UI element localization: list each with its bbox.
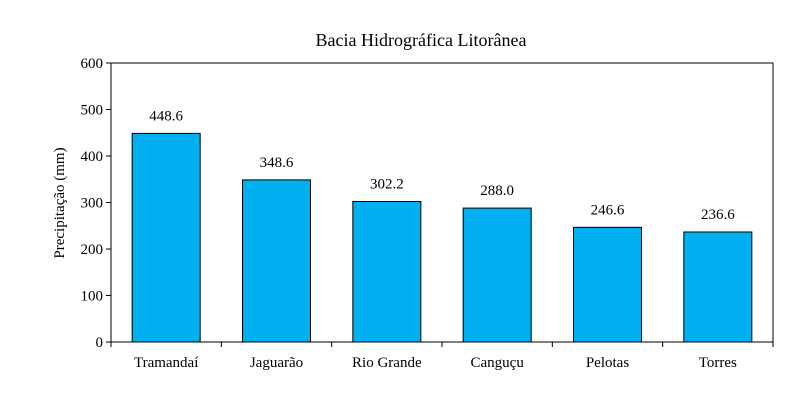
y-tick-label: 600 (81, 56, 104, 72)
x-tick-label: Canguçu (471, 355, 525, 371)
plot-border (110, 62, 774, 343)
bar[interactable] (573, 226, 642, 343)
data-label: 448.6 (149, 108, 183, 124)
y-tick-label: 200 (81, 242, 104, 258)
y-axis-label: Precipitação (mm) (52, 147, 68, 258)
bar[interactable] (242, 179, 311, 343)
data-label: 348.6 (260, 155, 294, 171)
bar[interactable] (462, 207, 532, 343)
x-tick-label: Pelotas (586, 355, 629, 371)
data-label: 288.0 (480, 183, 514, 199)
plot-area: 0 100 200 300 400 500 600 448.6 Tramandaí 348.6 Ja… (81, 56, 774, 371)
bar[interactable] (131, 132, 201, 343)
data-label: 236.6 (701, 207, 735, 223)
data-label: 246.6 (591, 202, 625, 218)
data-label: 302.2 (370, 176, 404, 192)
chart-title: Bacia Hidrográfica Litorânea (316, 30, 527, 50)
bar[interactable] (683, 231, 753, 343)
bar[interactable] (352, 200, 422, 343)
x-tick-label: Torres (699, 355, 737, 371)
y-tick-label: 400 (81, 149, 104, 165)
x-tick-label: Tramandaí (134, 355, 198, 371)
x-tick-label: Rio Grande (352, 355, 422, 371)
y-tick-label: 100 (81, 289, 104, 305)
y-tick-label: 500 (81, 103, 104, 119)
y-tick-label: 0 (96, 335, 104, 351)
x-tick-label: Jaguarão (250, 355, 303, 371)
y-tick-label: 300 (81, 196, 104, 212)
